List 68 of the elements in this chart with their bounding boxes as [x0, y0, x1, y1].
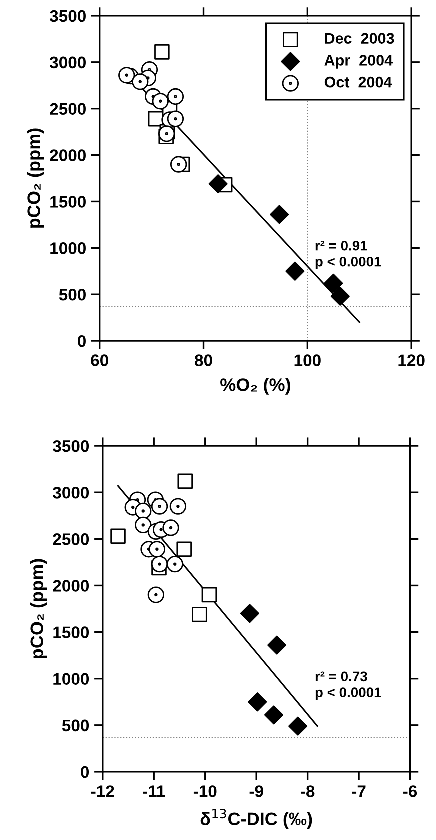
x-tick-label: 100 [294, 354, 321, 366]
x-tick-label: -7 [352, 786, 366, 798]
point [240, 604, 260, 624]
point [132, 74, 149, 90]
y-tick-label: 3500 [53, 440, 90, 452]
y-tick-label: 3500 [50, 10, 86, 22]
point [148, 541, 166, 558]
point [135, 502, 152, 520]
x-tick-label: 60 [91, 354, 108, 366]
x-axis-title: %O₂ (%) [220, 378, 290, 395]
x-tick-label: 120 [398, 354, 425, 366]
x-tick-label: -9 [250, 786, 264, 798]
point [264, 706, 284, 725]
point [176, 542, 192, 558]
y-tick-label: 3000 [50, 56, 86, 69]
point [152, 93, 169, 110]
y-tick-label: 2000 [53, 580, 90, 592]
point [192, 606, 208, 622]
y-tick-label: 2500 [50, 103, 86, 116]
point [148, 586, 165, 604]
point [118, 67, 136, 84]
point [202, 587, 218, 603]
point [208, 174, 228, 194]
x-tick-label: -11 [143, 786, 166, 798]
point [324, 274, 344, 293]
y-tick-label: 1500 [54, 626, 90, 638]
y-tick-label: 500 [59, 289, 86, 301]
point [158, 126, 176, 142]
y-tick-label: 1000 [54, 673, 90, 686]
y-tick-label: 500 [62, 720, 90, 732]
y-axis-title: pCO₂ (ppm) [30, 559, 48, 658]
y-tick-label: 0 [81, 766, 90, 778]
point [248, 692, 268, 712]
point [162, 520, 180, 536]
point [288, 716, 308, 736]
point [135, 516, 152, 534]
x-tick-label: -10 [194, 786, 217, 798]
x-tick-label: -8 [301, 786, 315, 798]
legend-label: Apr 2004 [324, 55, 393, 69]
point [166, 556, 184, 573]
x-tick-label: -6 [404, 786, 418, 798]
x-axis-title: δ$^{13}$C-DIC (‰) [200, 809, 312, 830]
point [154, 44, 170, 60]
point [151, 556, 168, 573]
point [170, 498, 187, 515]
legend-label: Dec 2003 [325, 33, 394, 44]
point [268, 636, 287, 655]
y-axis-title: pCO₂ (ppm) [27, 128, 44, 228]
y-tick-label: 2500 [53, 534, 90, 546]
annotation: r² = 0.91 p < 0.0001 [316, 240, 382, 270]
y-tick-label: 0 [78, 335, 86, 348]
y-tick-label: 2000 [50, 150, 86, 162]
point [178, 474, 194, 490]
legend-label: Oct 2004 [324, 76, 392, 88]
point [286, 262, 305, 281]
point [270, 205, 290, 224]
point [170, 156, 188, 173]
point [110, 528, 126, 544]
y-tick-label: 1500 [50, 196, 86, 208]
y-tick-label: 1000 [50, 242, 86, 254]
point [330, 286, 350, 306]
x-tick-label: 80 [195, 354, 212, 366]
point [167, 88, 184, 106]
x-tick-label: -12 [92, 786, 114, 798]
annotation: r² = 0.73 p < 0.0001 [316, 672, 382, 700]
point [167, 110, 184, 128]
y-tick-label: 3000 [53, 487, 90, 499]
point [151, 498, 168, 515]
